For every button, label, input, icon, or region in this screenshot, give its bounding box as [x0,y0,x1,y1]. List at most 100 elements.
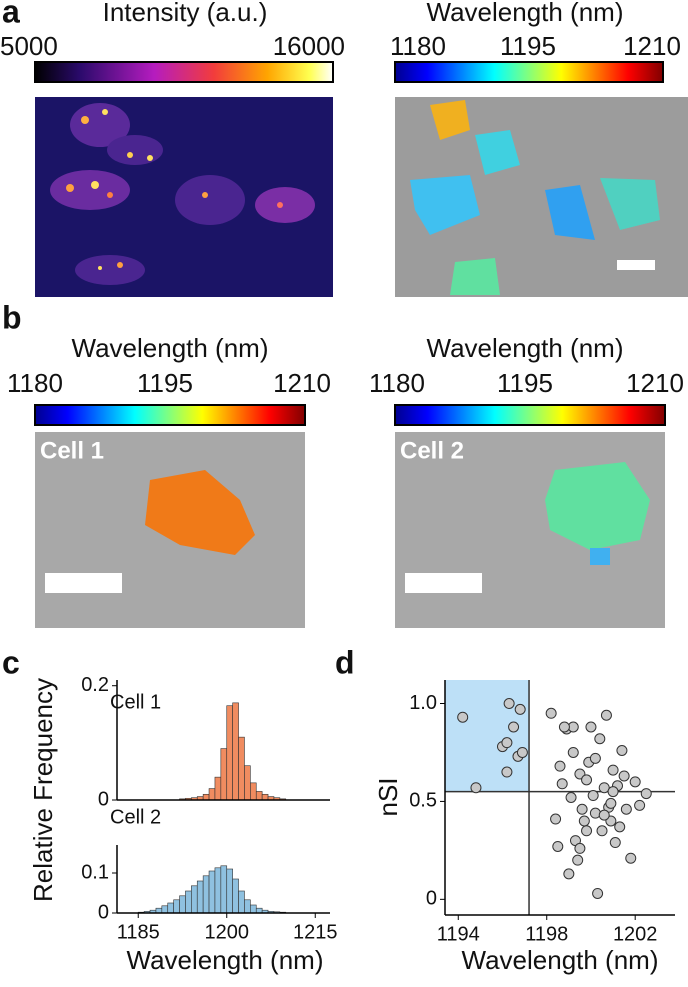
colorbar [34,404,306,426]
scatter-point [516,746,528,758]
scatter-point [558,721,570,733]
scatter-point [592,887,604,899]
histogram-bar [185,890,192,914]
scatter-point [589,752,601,764]
colorbar-title: Wavelength (nm) [72,333,269,363]
histogram-bar [214,867,222,914]
scatter-point [629,776,641,788]
histogram-bar [196,880,204,914]
subplot-title: Cell 2 [110,806,161,828]
histogram-bar [220,748,228,801]
colorbar-title: Wavelength (nm) [427,0,624,27]
scatter-point [563,868,575,880]
scatter-point [514,703,526,715]
scatter-point [616,745,628,756]
y-tick-label: 0.5 [409,790,437,812]
histogram-bar [238,736,245,801]
cell-image [35,432,305,628]
scatter-point [607,764,619,776]
scatter-point [594,733,606,745]
scatter-point [634,799,646,811]
scatter-point [556,778,568,790]
panel-label: d [335,644,355,680]
y-tick-label: 0 [98,901,109,923]
histogram-bar [179,895,186,914]
scatter-point [600,709,612,721]
scatter-point [607,786,619,798]
scatter-point [501,766,513,778]
x-tick-label: 1185 [117,921,160,943]
colorbar-tick: 1180 [390,31,446,61]
scatter-point [501,737,513,749]
y-tick-label: 0.1 [81,861,109,883]
scatter-point [470,782,482,794]
colorbar-tick: 16000 [273,31,345,61]
histogram-bar [214,776,222,801]
scatter-point [581,825,593,837]
histogram-bar [161,905,169,914]
x-tick-label: 1200 [204,921,249,943]
panel-label: b [2,299,22,335]
colorbar-tick: 1210 [623,31,681,61]
scatter-point [640,788,652,800]
histogram-bar [208,788,216,801]
histogram-bar [250,904,257,914]
histogram-bar [202,793,210,801]
scatter-point [545,707,557,719]
y-axis-label: Relative Frequency [28,678,58,902]
histogram-bar [238,890,245,914]
scatter-point [572,854,584,866]
histogram-bar [250,782,257,801]
histogram-bar [173,899,180,914]
cell-label: Cell 2 [400,437,464,464]
scatter-point [574,842,586,854]
x-tick-label: 1202 [613,923,658,945]
x-tick-label: 1194 [437,923,480,945]
scatter-point [550,813,562,825]
colorbar [394,61,664,83]
scatter-point [554,760,566,772]
scatter-point [565,792,577,803]
scatter-point [503,698,515,709]
colorbar-tick: 1195 [137,368,193,398]
histogram-bar [208,870,216,914]
histogram-bar [191,885,198,914]
colorbar [394,404,666,426]
scatter-point [618,770,630,782]
scatter-point [578,815,590,827]
scatter-point [581,774,593,786]
intensity-image [35,97,333,297]
highlight-region [445,680,530,792]
colorbar-tick: 5000 [0,31,58,61]
histogram-bar [220,865,228,914]
colorbar-tick: 1180 [369,368,425,398]
scatter-point [614,821,626,833]
x-tick-label: 1198 [525,923,568,945]
panel-label: a [2,0,20,29]
y-axis-label: nSI [373,777,403,816]
scatter-point [589,807,601,819]
histogram-bar [244,765,251,801]
colorbar-tick: 1195 [500,31,556,61]
histogram-bar [167,902,174,914]
subplot-title: Cell 1 [110,691,161,713]
histogram-bar [232,702,239,801]
colorbar [34,61,334,83]
scatter-point [552,840,564,852]
colorbar-tick: 1210 [626,368,684,398]
scatter-point [457,711,469,723]
histogram-bar [232,878,239,914]
colorbar-tick: 1210 [273,368,331,398]
x-axis-label: Wavelength (nm) [127,945,324,975]
histogram-bar [261,793,269,801]
y-tick-label: 1.0 [409,692,437,714]
y-tick-label: 0 [98,788,109,810]
scatter-point [587,790,599,802]
scatter-point [508,721,520,733]
scatter-point [585,721,597,733]
scatter-point [620,803,632,815]
panel-label: c [2,644,20,680]
histogram-bar [244,899,251,914]
histogram-bar [255,791,263,801]
